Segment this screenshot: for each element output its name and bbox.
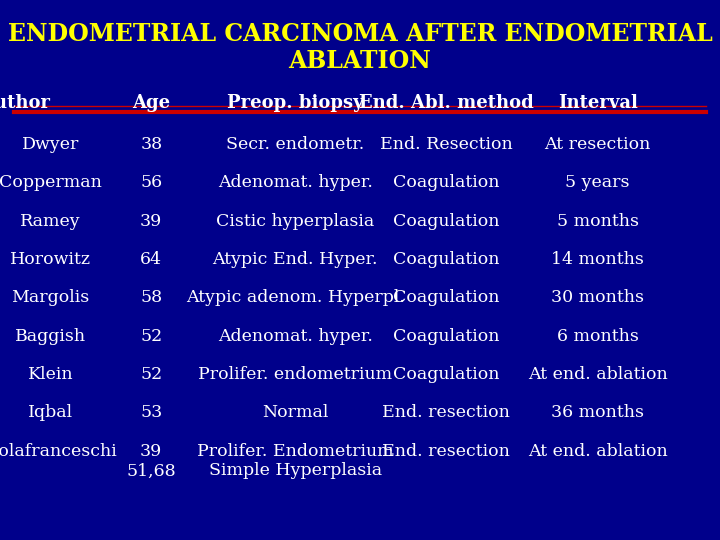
Text: Atypic adenom. Hyperpl.: Atypic adenom. Hyperpl.: [186, 289, 405, 306]
Text: Atypic End. Hyper.: Atypic End. Hyper.: [212, 251, 378, 268]
Text: ENDOMETRIAL CARCINOMA AFTER ENDOMETRIAL
ABLATION: ENDOMETRIAL CARCINOMA AFTER ENDOMETRIAL …: [8, 22, 712, 73]
Text: Prolifer. endometrium: Prolifer. endometrium: [198, 366, 392, 383]
Text: Author: Author: [0, 94, 50, 112]
Text: Iqbal: Iqbal: [28, 404, 73, 421]
Text: Baggish: Baggish: [15, 328, 86, 345]
Text: Copperman: Copperman: [0, 174, 102, 191]
Text: Cistic hyperplasia: Cistic hyperplasia: [216, 213, 374, 230]
Text: Coagulation: Coagulation: [393, 213, 500, 230]
Text: Colafranceschi: Colafranceschi: [0, 443, 116, 460]
Text: 6 months: 6 months: [557, 328, 639, 345]
Text: 14 months: 14 months: [552, 251, 644, 268]
Text: End. Abl. method: End. Abl. method: [359, 94, 534, 112]
Text: 58: 58: [140, 289, 162, 306]
Text: At resection: At resection: [544, 136, 651, 153]
Text: 38: 38: [140, 136, 162, 153]
Text: 30 months: 30 months: [551, 289, 644, 306]
Text: Coagulation: Coagulation: [393, 251, 500, 268]
Text: End. resection: End. resection: [382, 404, 510, 421]
Text: Horowitz: Horowitz: [10, 251, 91, 268]
Text: Secr. endometr.: Secr. endometr.: [226, 136, 364, 153]
Text: End. resection: End. resection: [382, 443, 510, 460]
Text: 52: 52: [140, 366, 162, 383]
Text: At end. ablation: At end. ablation: [528, 443, 667, 460]
Text: Age: Age: [132, 94, 170, 112]
Text: Coagulation: Coagulation: [393, 289, 500, 306]
Text: At end. ablation: At end. ablation: [528, 366, 667, 383]
Text: 39
51,68: 39 51,68: [127, 443, 176, 480]
Text: 53: 53: [140, 404, 162, 421]
Text: 5 months: 5 months: [557, 213, 639, 230]
Text: End. Resection: End. Resection: [380, 136, 513, 153]
Text: Coagulation: Coagulation: [393, 174, 500, 191]
Text: 39: 39: [140, 213, 162, 230]
Text: 56: 56: [140, 174, 162, 191]
Text: Preop. biopsy: Preop. biopsy: [227, 94, 364, 112]
Text: Dwyer: Dwyer: [22, 136, 79, 153]
Text: Interval: Interval: [558, 94, 637, 112]
Text: Coagulation: Coagulation: [393, 328, 500, 345]
Text: Klein: Klein: [27, 366, 73, 383]
Text: Adenomat. hyper.: Adenomat. hyper.: [217, 328, 373, 345]
Text: Coagulation: Coagulation: [393, 366, 500, 383]
Text: Margolis: Margolis: [12, 289, 89, 306]
Text: 52: 52: [140, 328, 162, 345]
Text: 5 years: 5 years: [565, 174, 630, 191]
Text: Normal: Normal: [262, 404, 328, 421]
Text: Prolifer. Endometrium
Simple Hyperplasia: Prolifer. Endometrium Simple Hyperplasia: [197, 443, 394, 480]
Text: Adenomat. hyper.: Adenomat. hyper.: [217, 174, 373, 191]
Text: 64: 64: [140, 251, 162, 268]
Text: Ramey: Ramey: [20, 213, 81, 230]
Text: 36 months: 36 months: [551, 404, 644, 421]
